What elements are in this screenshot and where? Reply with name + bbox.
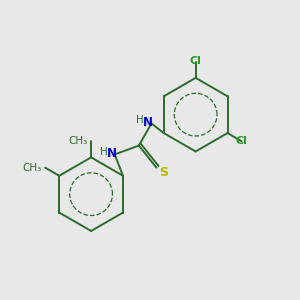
Text: H: H xyxy=(100,147,107,157)
Text: Cl: Cl xyxy=(190,56,202,66)
Text: N: N xyxy=(107,147,117,160)
Text: S: S xyxy=(159,166,168,178)
Text: Cl: Cl xyxy=(236,136,247,146)
Text: CH₃: CH₃ xyxy=(22,163,42,173)
Text: H: H xyxy=(136,115,144,125)
Text: N: N xyxy=(143,116,153,128)
Text: CH₃: CH₃ xyxy=(68,136,88,146)
